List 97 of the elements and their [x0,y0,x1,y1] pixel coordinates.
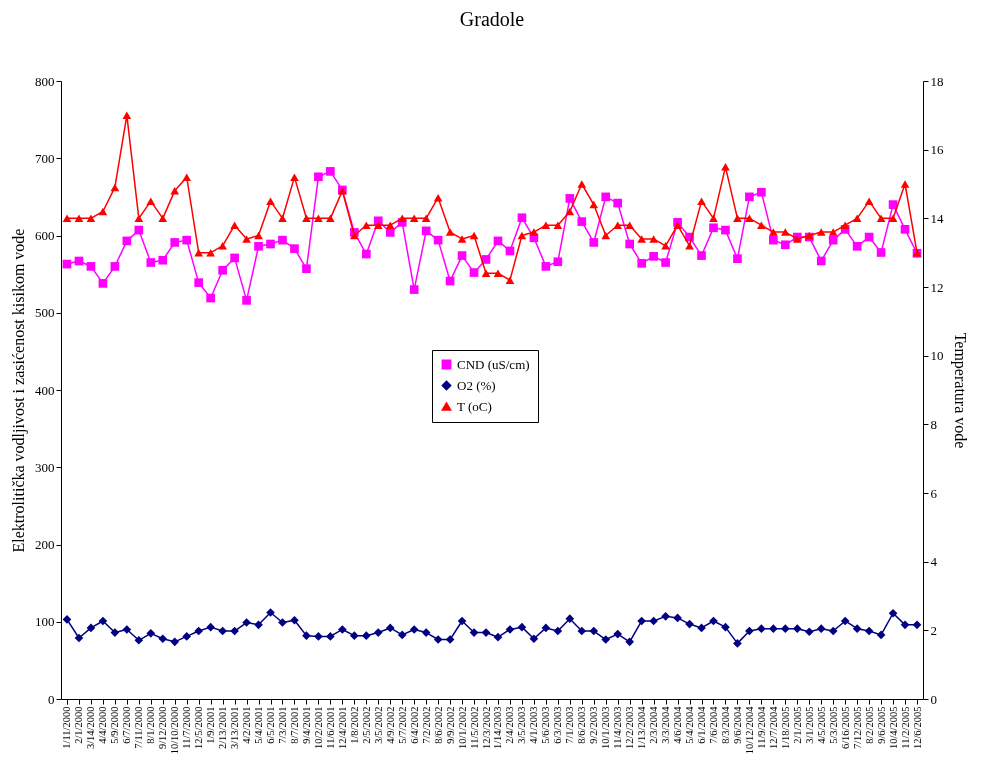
x-tick-label: 10/2/2001 [312,706,324,750]
x-tick-label: 1/9/2001 [205,706,217,744]
x-tick-label: 1/13/2004 [636,705,648,750]
x-tick-label: 6/4/2002 [408,706,420,744]
x-tick-label: 7/2/2002 [420,706,432,744]
y-tick-label: 100 [35,614,55,630]
x-tick-label: 7/12/2005 [851,706,863,750]
x-tick-label: 2/4/2003 [504,706,516,744]
x-tick-label: 12/3/2002 [480,706,492,750]
x-tick-label: 4/4/2000 [97,706,109,744]
legend-label: O2 (%) [457,377,496,393]
y2-tick-label: 14 [930,210,944,226]
x-tick-label: 3/14/2000 [85,706,97,750]
x-tick-label: 2/13/2001 [217,706,229,750]
x-tick-label: 11/6/2001 [324,706,336,749]
x-tick-label: 8/6/2002 [432,706,444,744]
x-tick-label: 10/4/2005 [887,706,899,750]
x-tick-label: 4/5/2005 [815,706,827,744]
x-tick-label: 11/9/2004 [755,705,767,749]
y2-tick-label: 12 [930,279,944,295]
x-tick-label: 12/5/2000 [193,706,205,750]
x-tick-label: 1/11/2000 [61,706,73,749]
legend-label: T (oC) [457,398,492,414]
x-tick-label: 12/2/2003 [624,706,636,750]
x-tick-label: 3/3/2004 [660,705,672,744]
y-tick-label: 700 [35,150,55,166]
x-tick-label: 3/1/2005 [803,706,815,744]
x-tick-label: 9/6/2005 [875,706,887,744]
x-tick-label: 6/1/2004 [696,705,708,744]
x-tick-label: 7/1/2003 [564,706,576,744]
y-tick-label: 500 [35,305,55,321]
x-tick-label: 11/2/2005 [899,706,911,749]
x-tick-label: 4/2/2001 [241,706,253,744]
y2-tick-label: 10 [930,348,944,364]
x-tick-label: 2/1/2005 [791,706,803,744]
x-tick-label: 8/1/2000 [145,706,157,744]
x-tick-label: 2/1/2000 [73,706,85,744]
x-tick-label: 9/2/2003 [588,706,600,744]
x-tick-label: 1/18/2005 [779,706,791,750]
y2-tick-label: 18 [930,73,944,89]
x-tick-label: 8/3/2004 [719,705,731,744]
x-tick-label: 5/3/2005 [827,706,839,744]
y-tick-label: 0 [48,691,55,707]
x-tick-label: 8/6/2003 [576,706,588,744]
x-tick-label: 11/4/2003 [612,706,624,749]
x-tick-label: 12/7/2004 [767,705,779,750]
x-tick-label: 3/5/2003 [516,706,528,744]
y2-tick-label: 4 [930,554,938,570]
y2-tick-label: 0 [930,691,937,707]
y-tick-label: 600 [35,228,55,243]
x-tick-label: 6/16/2005 [839,706,851,750]
x-tick-label: 11/5/2002 [468,706,480,749]
x-tick-label: 3/13/2001 [229,706,241,750]
y-axis-title: Elektrolitička vodljivost i zasićenost kisikom vode [10,228,28,553]
chart-title: Gradole [459,8,525,30]
x-tick-label: 7/11/2000 [133,706,145,749]
x-tick-label: 5/4/2001 [253,706,265,744]
x-tick-label: 9/6/2004 [731,705,743,744]
y2-tick-label: 6 [930,485,938,501]
y-tick-label: 300 [35,459,55,475]
legend-label: CND (uS/cm) [457,356,530,372]
y2-tick-label: 2 [930,622,937,638]
x-tick-label: 7/6/2004 [707,705,719,744]
y2-axis-title: Temperatura vode [950,332,969,449]
y2-tick-label: 16 [930,142,944,158]
x-tick-label: 10/1/2002 [456,706,468,750]
x-tick-label: 5/7/2002 [396,706,408,744]
x-tick-label: 11/7/2000 [181,706,193,749]
x-tick-label: 1/8/2002 [348,706,360,744]
x-tick-label: 10/10/2000 [169,706,181,755]
x-tick-label: 10/12/2004 [743,705,755,755]
x-tick-label: 6/7/2000 [121,706,133,744]
x-tick-label: 5/6/2003 [540,706,552,744]
y2-tick-label: 8 [930,416,937,432]
x-tick-label: 12/4/2001 [336,706,348,750]
y-tick-label: 800 [35,73,55,89]
x-tick-label: 9/12/2000 [157,706,169,750]
x-tick-label: 6/5/2001 [265,706,277,744]
x-tick-label: 5/4/2004 [684,705,696,744]
x-tick-label: 9/9/2002 [444,706,456,744]
y-tick-label: 200 [35,537,55,552]
x-tick-label: 3/5/2002 [372,706,384,744]
x-tick-label: 8/2/2005 [863,706,875,744]
x-tick-label: 6/3/2003 [552,706,564,744]
x-tick-label: 2/5/2002 [360,706,372,744]
x-tick-label: 12/6/2005 [911,706,923,750]
x-tick-label: 1/14/2003 [492,706,504,750]
x-tick-label: 9/4/2001 [300,706,312,744]
x-tick-label: 2/3/2004 [648,705,660,744]
y-tick-label: 400 [35,382,55,398]
x-tick-label: 4/1/2003 [528,706,540,744]
x-tick-label: 8/7/2001 [288,706,300,744]
x-tick-label: 4/9/2002 [384,706,396,744]
x-tick-label: 7/3/2001 [276,706,288,744]
x-tick-label: 4/6/2004 [672,705,684,744]
x-tick-label: 5/9/2000 [109,706,121,744]
x-tick-label: 10/1/2003 [600,706,612,750]
